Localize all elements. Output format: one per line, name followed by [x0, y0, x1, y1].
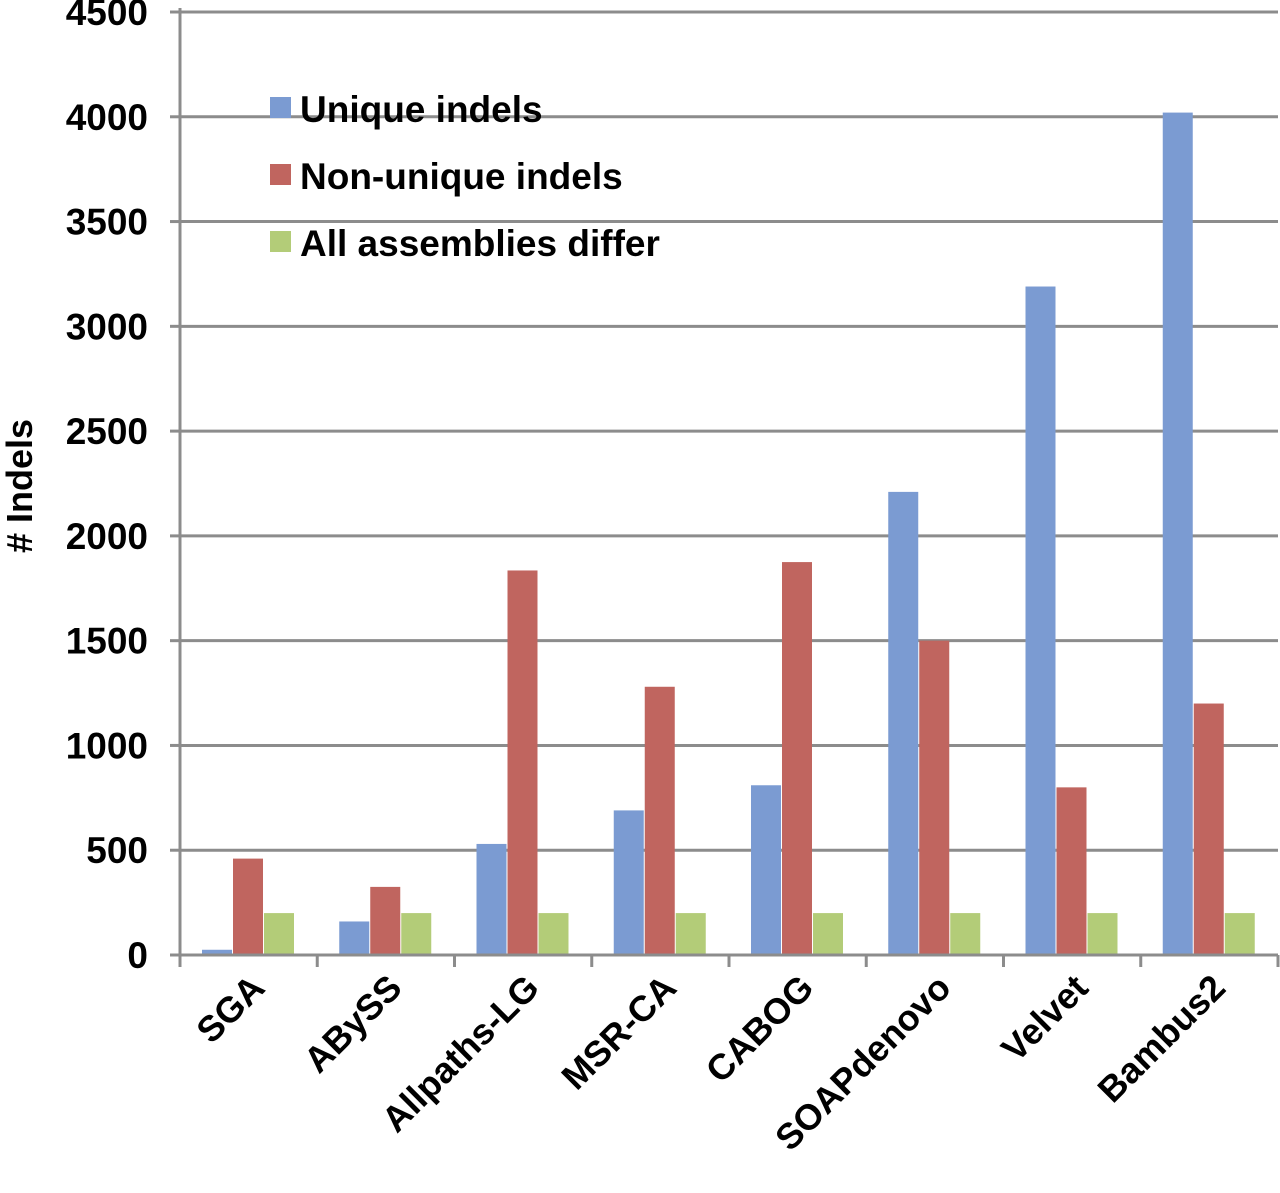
y-tick-label: 0 [127, 935, 148, 976]
y-tick-label: 4000 [66, 97, 148, 138]
bar-unique-indels-allpaths-lg [476, 843, 507, 955]
y-tick-label: 500 [86, 830, 148, 871]
y-tick-label: 3000 [66, 306, 148, 347]
x-category-label: Bambus2 [1089, 967, 1233, 1111]
bar-all-assemblies-differ-soapdenovo [950, 913, 981, 955]
bar-all-assemblies-differ-cabog [813, 913, 843, 955]
bar-unique-indels-cabog [751, 785, 781, 955]
y-tick-label: 4500 [66, 0, 148, 33]
y-tick-label: 2500 [66, 411, 148, 452]
x-category-label: ABySS [296, 967, 410, 1081]
legend: Unique indels Non-unique indels All assemb… [270, 89, 660, 264]
legend-label: All assemblies differ [300, 223, 660, 264]
legend-swatch [270, 231, 291, 252]
bar-unique-indels-msr-ca [613, 810, 644, 955]
bar-non-unique-indels-sga [233, 858, 263, 955]
legend-swatch [270, 164, 291, 185]
bars [202, 112, 1255, 955]
bar-all-assemblies-differ-bambus2 [1224, 913, 1255, 955]
bar-all-assemblies-differ-velvet [1087, 913, 1118, 955]
bar-unique-indels-abyss [339, 921, 370, 955]
x-category-label: CABOG [698, 967, 822, 1091]
axis-labels: 0 500 1000 1500 2000 2500 3000 3500 4000 4500 SGA A… [66, 0, 1233, 1158]
bar-all-assemblies-differ-allpaths-lg [538, 913, 569, 955]
bar-all-assemblies-differ-msr-ca [675, 913, 706, 955]
bar-all-assemblies-differ-abyss [401, 913, 432, 955]
x-category-label: Velvet [993, 967, 1096, 1070]
legend-label: Non-unique indels [300, 156, 623, 197]
bar-all-assemblies-differ-sga [264, 913, 294, 955]
bar-unique-indels-bambus2 [1162, 112, 1193, 955]
gridlines [180, 10, 1278, 852]
bar-unique-indels-velvet [1025, 286, 1056, 955]
y-tick-label: 1000 [66, 725, 148, 766]
bar-non-unique-indels-bambus2 [1193, 703, 1224, 955]
bar-unique-indels-soapdenovo [888, 491, 919, 955]
bar-non-unique-indels-soapdenovo [919, 640, 950, 955]
y-tick-label: 2000 [66, 516, 148, 557]
x-category-label: MSR-CA [553, 967, 684, 1098]
bar-non-unique-indels-cabog [782, 562, 812, 955]
legend-swatch [270, 97, 291, 118]
bar-non-unique-indels-allpaths-lg [507, 570, 538, 955]
y-tick-label: 1500 [66, 621, 148, 662]
x-category-label: SGA [188, 967, 272, 1051]
bar-non-unique-indels-abyss [370, 886, 401, 955]
legend-label: Unique indels [300, 89, 543, 130]
y-tick-label: 3500 [66, 202, 148, 243]
bar-unique-indels-sga [202, 949, 232, 955]
y-axis-title: # Indels [0, 419, 40, 553]
axes [170, 8, 1280, 967]
bar-non-unique-indels-msr-ca [644, 686, 675, 955]
bar-non-unique-indels-velvet [1056, 787, 1087, 955]
